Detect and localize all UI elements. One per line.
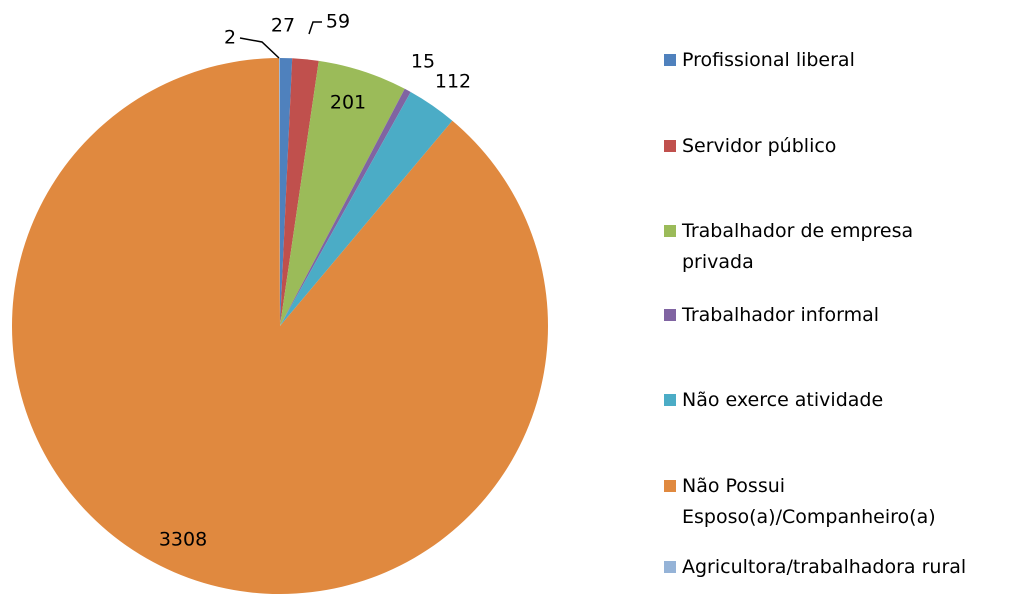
legend-item: Profissional liberal bbox=[664, 45, 1014, 76]
leader-line bbox=[308, 21, 322, 35]
legend-label: Não exerce atividade bbox=[682, 389, 884, 411]
pie-slice bbox=[12, 58, 549, 595]
data-label: 27 bbox=[271, 15, 295, 37]
legend-swatch bbox=[664, 309, 676, 321]
legend-swatch bbox=[664, 225, 676, 237]
legend-item: Não Possui Esposo(a)/Companheiro(a) bbox=[664, 471, 1014, 533]
leader-lines bbox=[239, 21, 322, 59]
data-label: 201 bbox=[330, 92, 366, 114]
pie-slice bbox=[280, 60, 405, 326]
pie-slice bbox=[280, 58, 293, 326]
data-label: 15 bbox=[411, 51, 435, 73]
pie-slice bbox=[280, 88, 411, 326]
legend-label: Agricultora/trabalhadora rural bbox=[682, 556, 967, 578]
legend-item: Agricultora/trabalhadora rural bbox=[664, 552, 1014, 583]
slices bbox=[12, 58, 549, 595]
legend-swatch bbox=[664, 140, 676, 152]
legend-label: Servidor público bbox=[682, 135, 837, 157]
legend-swatch bbox=[664, 480, 676, 492]
legend-swatch bbox=[664, 561, 676, 573]
legend-item: Servidor público bbox=[664, 131, 1014, 162]
legend-item: Trabalhador informal bbox=[664, 300, 1014, 331]
legend-swatch bbox=[664, 394, 676, 406]
pie-slice bbox=[279, 58, 280, 326]
legend-swatch bbox=[664, 54, 676, 66]
data-label: 3308 bbox=[159, 529, 207, 551]
leader-line bbox=[239, 37, 280, 59]
data-label: 59 bbox=[326, 11, 350, 33]
legend-label: Não Possui Esposo(a)/Companheiro(a) bbox=[682, 475, 936, 528]
legend-label: Trabalhador de empresa privada bbox=[682, 220, 914, 273]
data-label: 2 bbox=[224, 27, 236, 49]
data-label: 112 bbox=[435, 71, 471, 93]
pie-slice bbox=[280, 58, 319, 326]
legend-label: Profissional liberal bbox=[682, 49, 855, 71]
legend-label: Trabalhador informal bbox=[682, 304, 880, 326]
pie-slice bbox=[280, 92, 453, 327]
legend-item: Não exerce atividade bbox=[664, 385, 1014, 416]
legend-item: Trabalhador de empresa privada bbox=[664, 216, 1014, 278]
